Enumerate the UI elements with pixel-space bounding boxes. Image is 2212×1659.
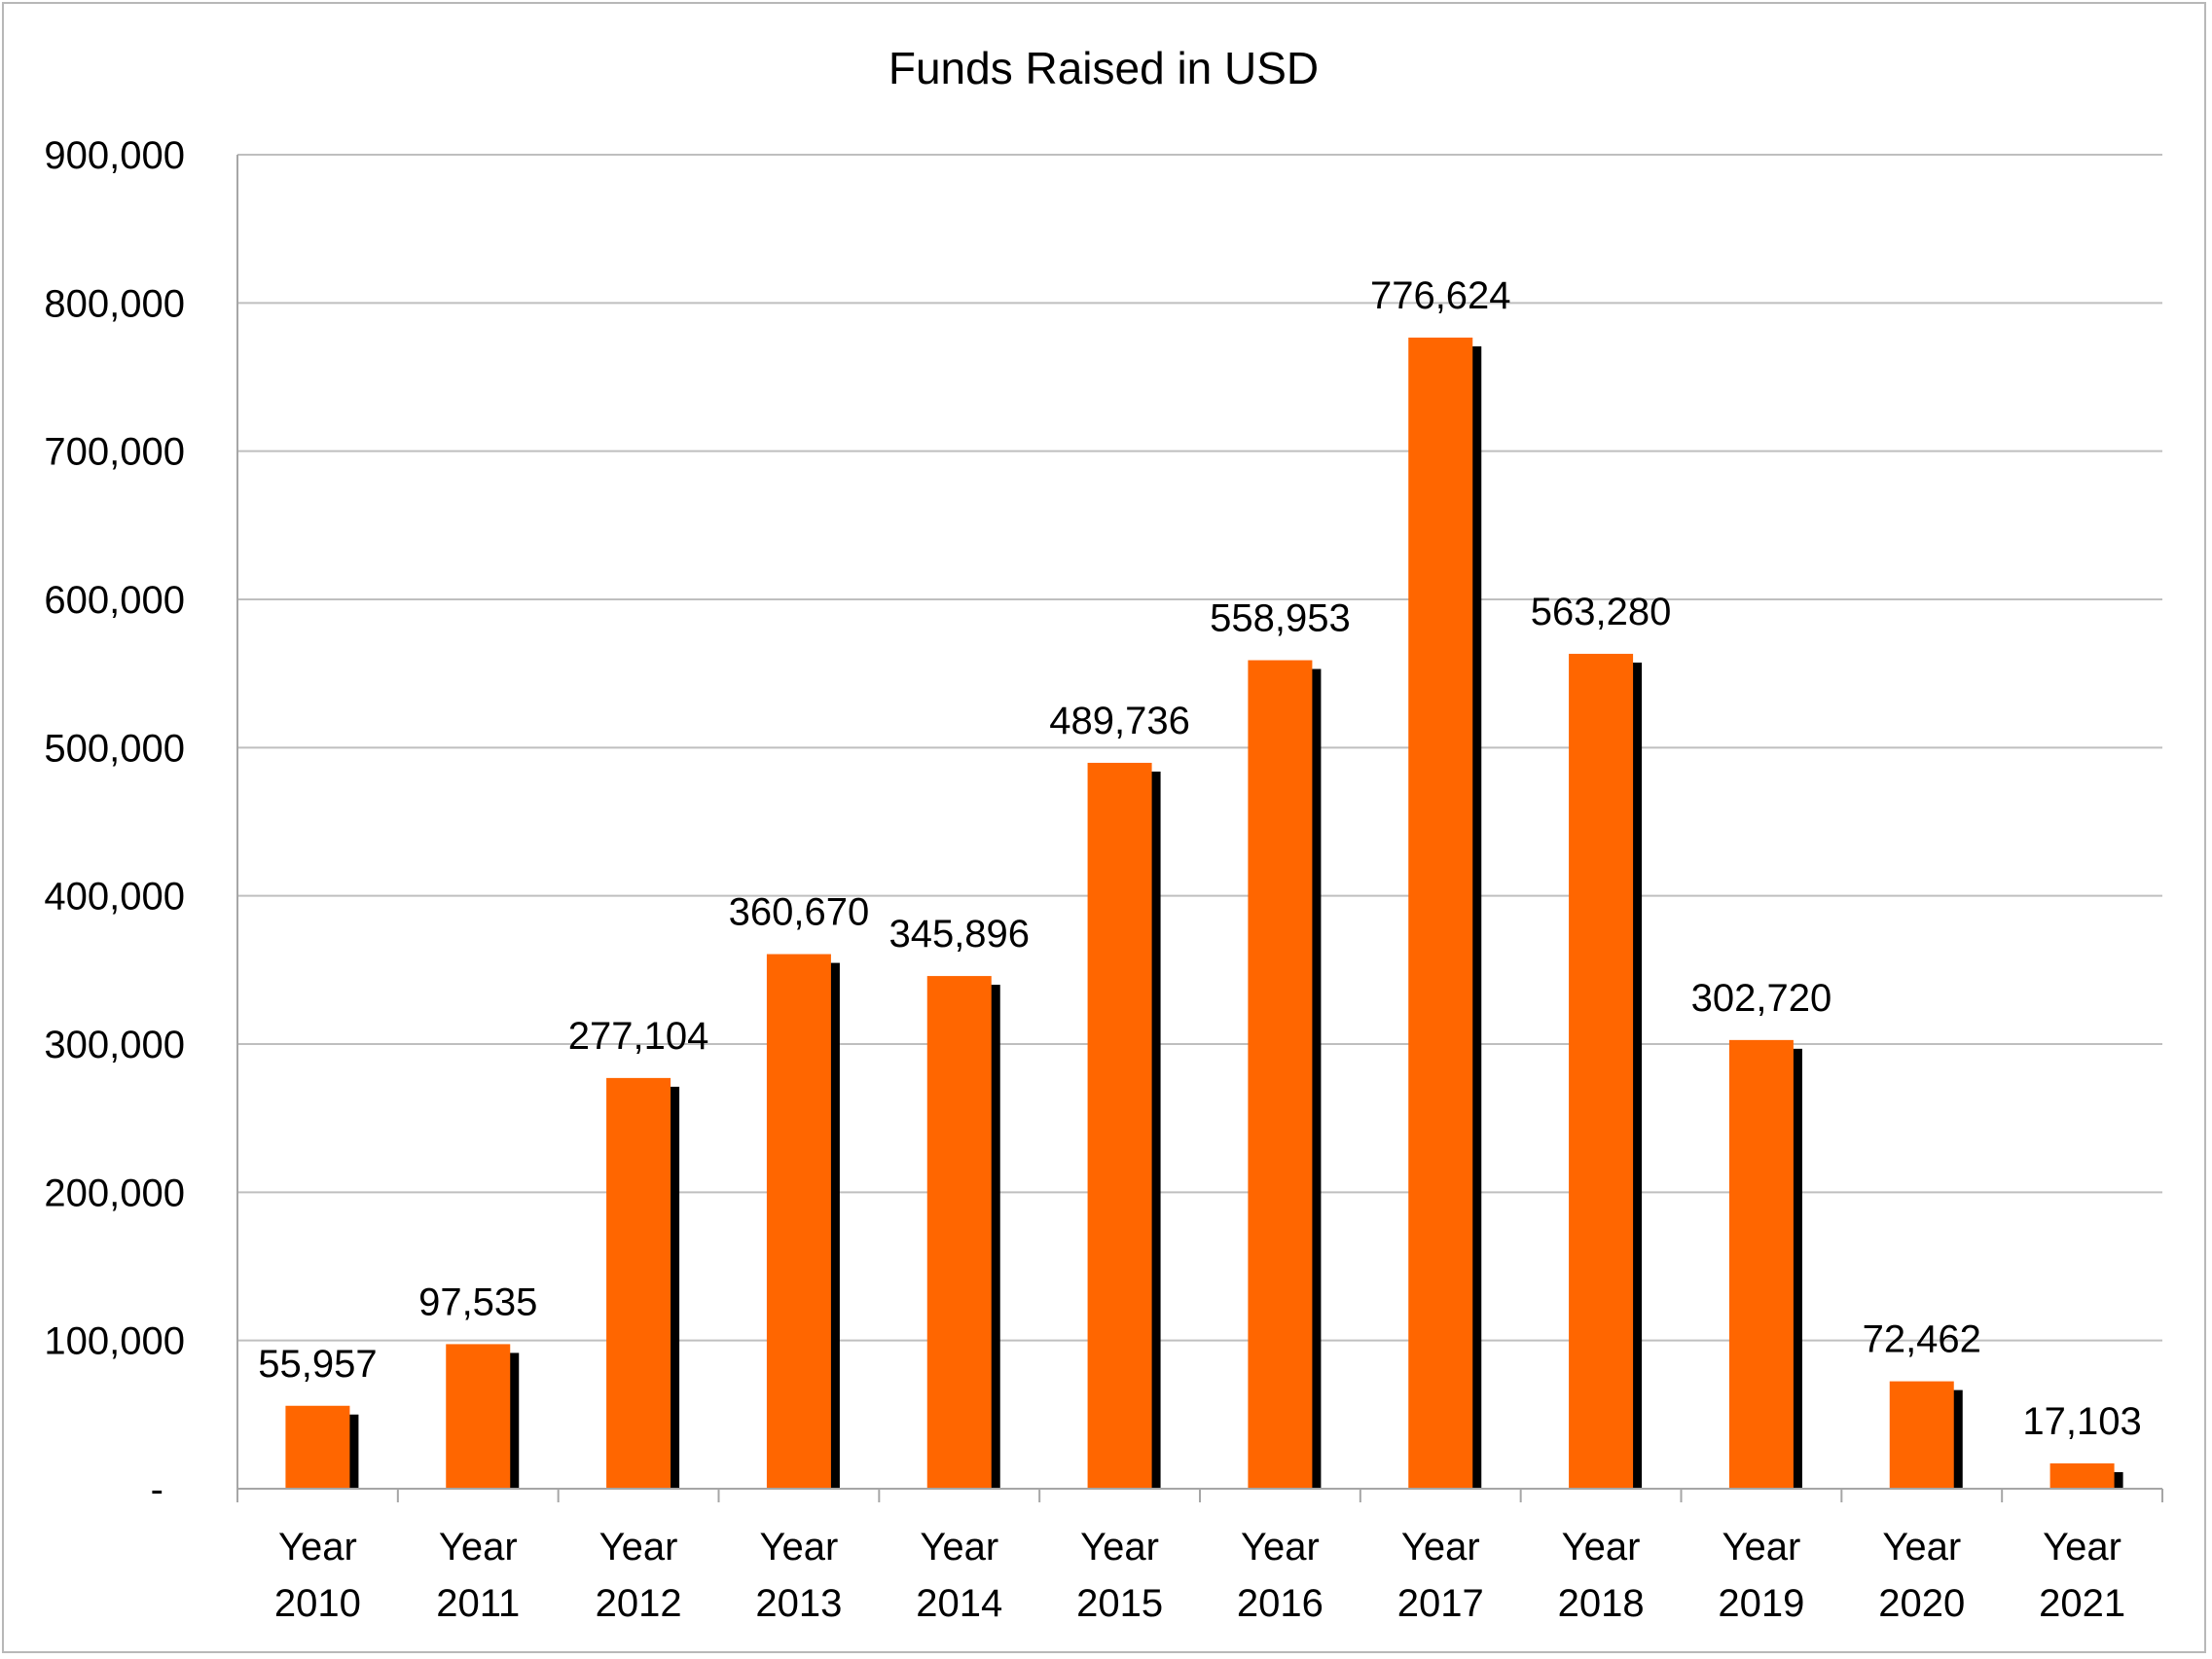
y-tick-label: -: [151, 1468, 163, 1511]
bar: [285, 1405, 350, 1489]
x-tick-label: Year 2011: [436, 1526, 520, 1625]
bar: [606, 1077, 671, 1489]
x-tick-label: Year 2019: [1718, 1526, 1804, 1625]
bar: [926, 976, 992, 1489]
data-label: 558,953: [1210, 597, 1351, 640]
x-axis: Year 2010 Year 2011 Year 2012 Year 2013 Year 2014…: [236, 1488, 2163, 1625]
x-tick-label: Year 2012: [596, 1526, 682, 1625]
y-tick-label: 600,000: [44, 579, 185, 622]
y-tick-label: 900,000: [44, 134, 185, 177]
bar: [2049, 1462, 2115, 1489]
data-label: 345,896: [888, 913, 1030, 956]
x-tick-label: Year 2020: [1878, 1526, 1965, 1625]
x-tick-label: Year 2016: [1237, 1526, 1324, 1625]
bar: [1248, 660, 1313, 1489]
x-tick-label: Year 2015: [1076, 1526, 1163, 1625]
gridlines: [237, 154, 2162, 1342]
y-tick-label: 500,000: [44, 727, 185, 770]
x-tick-label: Year 2013: [755, 1526, 842, 1625]
y-tick-label: 300,000: [44, 1024, 185, 1066]
bar: [766, 954, 831, 1489]
data-label: 277,104: [568, 1015, 709, 1058]
bar: [1087, 762, 1152, 1489]
x-tick-label: Year 2021: [2039, 1526, 2125, 1625]
data-label: 489,736: [1049, 700, 1190, 742]
bar: [1569, 653, 1634, 1489]
y-axis: - 100,000 200,000 300,000 400,000 500,000 600,…: [44, 134, 238, 1511]
bar: [446, 1344, 511, 1489]
x-tick-label: Year 2014: [916, 1526, 1002, 1625]
data-label: 55,957: [258, 1343, 377, 1386]
bar: [1408, 337, 1473, 1490]
y-tick-label: 100,000: [44, 1320, 185, 1363]
data-label: 97,535: [418, 1280, 537, 1323]
y-tick-label: 200,000: [44, 1172, 185, 1214]
bar: [1889, 1381, 1954, 1489]
chart-title: Funds Raised in USD: [888, 43, 1319, 93]
bars: [285, 337, 2123, 1490]
x-tick-label: Year 2018: [1558, 1526, 1645, 1625]
x-tick-label: Year 2010: [274, 1526, 361, 1625]
data-label: 17,103: [2022, 1400, 2141, 1443]
data-label: 72,462: [1863, 1318, 1981, 1361]
y-tick-label: 700,000: [44, 431, 185, 474]
data-label: 302,720: [1691, 977, 1832, 1020]
y-tick-label: 800,000: [44, 282, 185, 325]
y-tick-label: 400,000: [44, 876, 185, 919]
data-labels: 55,957 97,535 277,104 360,670 345,896 489,736…: [258, 274, 2142, 1443]
bar: [1728, 1039, 1794, 1489]
data-label: 563,280: [1531, 591, 1672, 633]
data-label: 360,670: [729, 891, 870, 934]
data-label: 776,624: [1370, 274, 1511, 317]
x-tick-label: Year 2017: [1397, 1526, 1484, 1625]
